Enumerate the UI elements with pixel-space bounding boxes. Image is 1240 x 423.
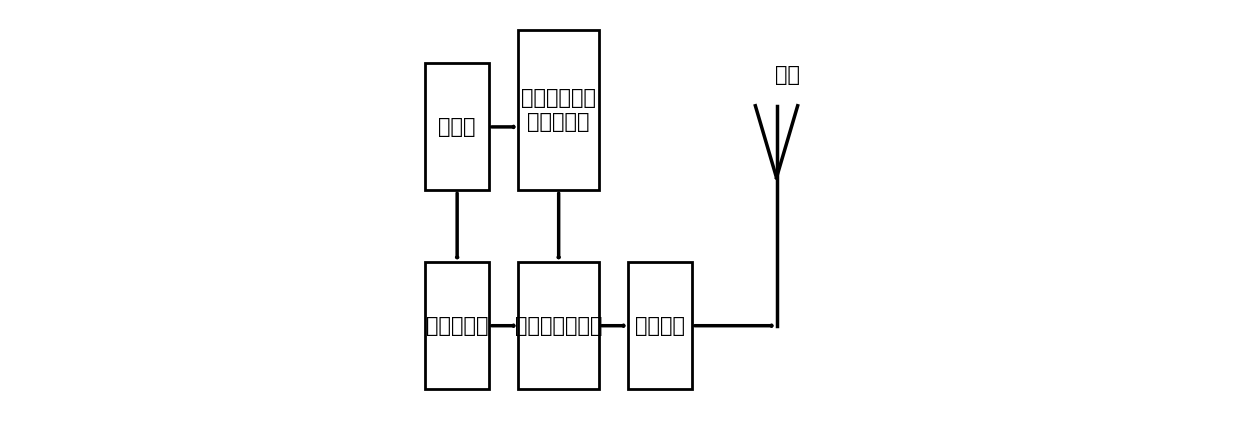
Text: 射频前端: 射频前端 — [635, 316, 686, 336]
FancyBboxPatch shape — [425, 63, 489, 190]
FancyBboxPatch shape — [629, 262, 692, 389]
Text: 射频功率放大器: 射频功率放大器 — [515, 316, 603, 336]
FancyBboxPatch shape — [518, 30, 599, 190]
Text: 天线: 天线 — [775, 65, 800, 85]
FancyBboxPatch shape — [425, 262, 489, 389]
Text: 处理器: 处理器 — [439, 117, 476, 137]
FancyBboxPatch shape — [518, 262, 599, 389]
Text: 射频功率放大
器供电模块: 射频功率放大 器供电模块 — [521, 88, 596, 132]
Text: 射频收发机: 射频收发机 — [425, 316, 489, 336]
